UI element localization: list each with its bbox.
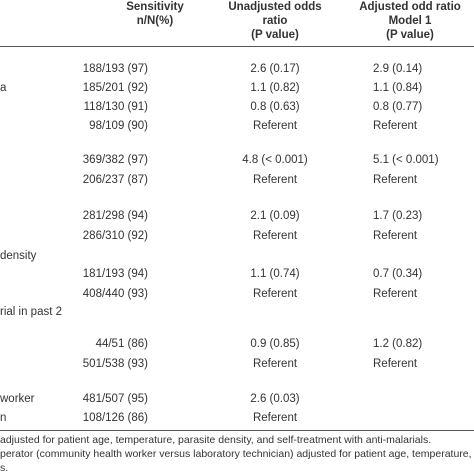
adjusted-cell: Referent	[373, 120, 418, 132]
unadjusted-cell: Referent	[252, 358, 298, 370]
header-sensitivity-line2: n/N(%)	[136, 15, 174, 27]
sensitivity-cell: 185/201 (92)	[82, 82, 148, 94]
unadjusted-cell: Referent	[252, 230, 298, 242]
row-label: n	[0, 412, 7, 424]
table-row: worker 481/507 (95) 2.6 (0.03)	[0, 391, 474, 408]
sensitivity-cell: 98/109 (90)	[89, 120, 148, 132]
table-row: 188/193 (97) 2.6 (0.17) 2.9 (0.14)	[0, 61, 474, 78]
table-row: 98/109 (90) Referent Referent	[0, 118, 474, 135]
table-row: 281/298 (94) 2.1 (0.09) 1.7 (0.23)	[0, 208, 474, 225]
table-row: density	[0, 248, 474, 265]
sensitivity-cell: 188/193 (97)	[82, 63, 148, 75]
sensitivity-cell: 369/382 (97)	[82, 154, 148, 166]
adjusted-cell: 1.7 (0.23)	[373, 210, 423, 222]
header-adjusted-odds-ratio: Adjusted odd ratio Model 1 (P value)	[345, 0, 474, 42]
adjusted-cell: 2.9 (0.14)	[373, 63, 423, 75]
adjusted-cell: Referent	[373, 358, 418, 370]
table-row: 181/193 (94) 1.1 (0.74) 0.7 (0.34)	[0, 266, 474, 283]
table-row: 501/538 (93) Referent Referent	[0, 356, 474, 373]
sensitivity-cell: 181/193 (94)	[82, 268, 148, 280]
unadjusted-cell: 0.9 (0.85)	[250, 338, 300, 350]
header-unadjusted-odds-ratio: Unadjusted odds ratio (P value)	[215, 0, 335, 42]
row-label: a	[0, 82, 7, 94]
table-row: rial in past 2	[0, 304, 474, 321]
adjusted-cell: 0.7 (0.34)	[373, 268, 423, 280]
table-row: 206/237 (87) Referent Referent	[0, 172, 474, 189]
row-label: worker	[0, 393, 35, 405]
unadjusted-cell: Referent	[252, 120, 298, 132]
adjusted-cell: 1.1 (0.84)	[373, 82, 423, 94]
footnote-3: s.	[0, 462, 9, 474]
table-row: 44/51 (86) 0.9 (0.85) 1.2 (0.82)	[0, 336, 474, 353]
header-unadjusted-line2: ratio	[262, 15, 288, 27]
sensitivity-cell: 118/130 (91)	[83, 101, 148, 113]
unadjusted-cell: 1.1 (0.82)	[250, 82, 300, 94]
sensitivity-cell: 408/440 (93)	[82, 288, 148, 300]
unadjusted-cell: 1.1 (0.74)	[250, 268, 300, 280]
sensitivity-cell: 108/126 (86)	[82, 412, 148, 424]
table-row: 408/440 (93) Referent Referent	[0, 286, 474, 303]
table-row: 118/130 (91) 0.8 (0.63) 0.8 (0.77)	[0, 99, 474, 116]
header-adjusted-line3: (P value)	[386, 29, 434, 41]
table-row: 369/382 (97) 4.8 (< 0.001) 5.1 (< 0.001)	[0, 152, 474, 169]
table-row: a 185/201 (92) 1.1 (0.82) 1.1 (0.84)	[0, 80, 474, 97]
unadjusted-cell: 2.6 (0.17)	[250, 63, 300, 75]
sensitivity-cell: 281/298 (94)	[82, 210, 148, 222]
sensitivity-cell: 206/237 (87)	[82, 174, 148, 186]
row-label: rial in past 2	[0, 306, 63, 318]
footnote-1: adjusted for patient age, temperature, p…	[0, 434, 432, 446]
row-label: density	[0, 250, 37, 262]
unadjusted-cell: 0.8 (0.63)	[250, 101, 300, 113]
footnote-2: perator (community health worker versus …	[0, 448, 474, 460]
sensitivity-cell: 44/51 (86)	[95, 338, 148, 350]
unadjusted-cell: Referent	[252, 174, 298, 186]
sensitivity-cell: 286/310 (92)	[82, 230, 148, 242]
header-sensitivity-line1: Sensitivity	[126, 1, 184, 13]
unadjusted-cell: Referent	[252, 288, 298, 300]
sensitivity-cell: 481/507 (95)	[82, 393, 148, 405]
sensitivity-cell: 501/538 (93)	[82, 358, 148, 370]
adjusted-cell: 1.2 (0.82)	[373, 338, 423, 350]
header-sensitivity: Sensitivity n/N(%)	[100, 0, 210, 28]
adjusted-cell: Referent	[373, 288, 418, 300]
header-unadjusted-line3: (P value)	[251, 29, 299, 41]
unadjusted-cell: 2.1 (0.09)	[250, 210, 300, 222]
header-rule	[0, 46, 474, 47]
header-unadjusted-line1: Unadjusted odds	[228, 1, 322, 13]
table-row: n 108/126 (86) Referent	[0, 410, 474, 427]
unadjusted-cell: 2.6 (0.03)	[250, 393, 300, 405]
adjusted-cell: Referent	[373, 230, 418, 242]
header-adjusted-line1: Adjusted odd ratio	[359, 1, 461, 13]
footer-rule	[0, 430, 474, 431]
adjusted-cell: 0.8 (0.77)	[373, 101, 423, 113]
adjusted-cell: Referent	[373, 174, 418, 186]
adjusted-cell: 5.1 (< 0.001)	[373, 154, 439, 166]
header-adjusted-line2: Model 1	[388, 15, 432, 27]
table-row: 286/310 (92) Referent Referent	[0, 228, 474, 245]
unadjusted-cell: 4.8 (< 0.001)	[242, 154, 308, 166]
unadjusted-cell: Referent	[252, 412, 298, 424]
